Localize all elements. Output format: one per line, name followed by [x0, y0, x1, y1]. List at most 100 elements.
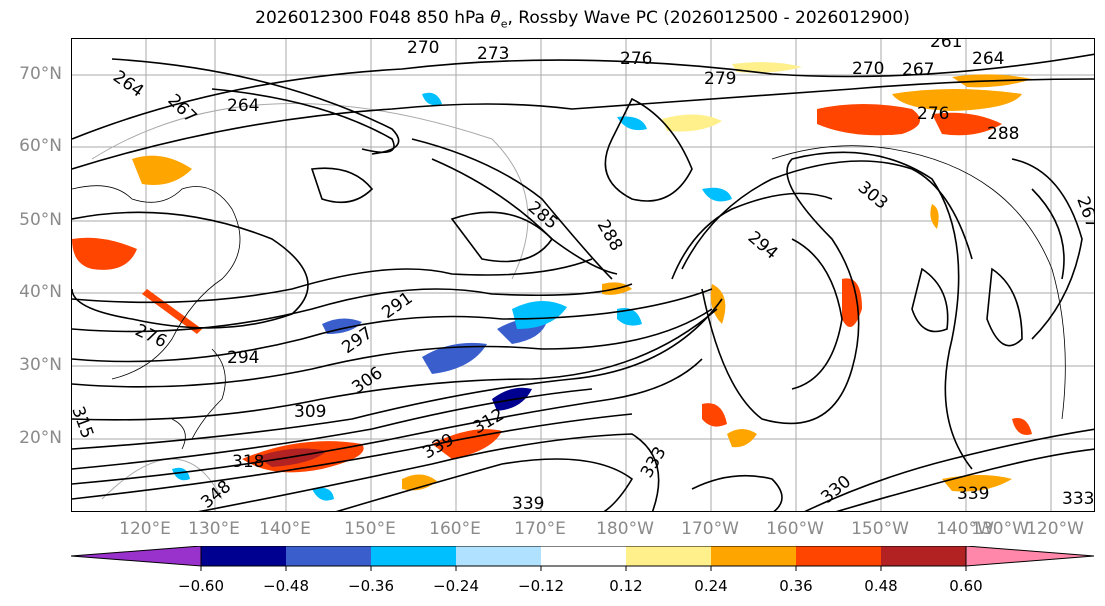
figure-title: 2026012300 F048 850 hPa θe, Rossby Wave …: [0, 8, 1105, 30]
lat-label: 20°N: [19, 428, 62, 448]
contour-label: 276: [620, 49, 652, 69]
lon-label: 140°W: [936, 519, 994, 539]
fill-anomaly: [892, 89, 1022, 111]
fill-anomaly: [422, 92, 442, 106]
fill-anomaly: [432, 429, 502, 459]
colorbar-bin: [201, 546, 286, 566]
lon-label: 120°W: [1026, 519, 1084, 539]
lon-label: 130°W: [971, 519, 1029, 539]
contour-label: 339: [957, 484, 989, 504]
fill-anomaly: [422, 342, 487, 374]
colorbar-bin: [881, 546, 966, 566]
lon-label: 160°E: [429, 519, 481, 539]
fill-anomaly: [72, 237, 137, 270]
contour-label: 267: [1072, 194, 1095, 231]
colorbar-bin: [286, 546, 371, 566]
colorbar-bin: [456, 546, 541, 566]
title-suffix: , Rossby Wave PC (2026012500 - 202601290…: [507, 8, 910, 28]
colorbar-tick-label: −0.48: [263, 577, 309, 595]
contour-label: 270: [407, 39, 439, 58]
colorbar-over-triangle: [965, 546, 1095, 567]
title-theta: θ: [490, 8, 501, 28]
fill-anomaly: [142, 289, 202, 334]
colorbar: [71, 546, 1095, 571]
title-theta-subscript: e: [500, 17, 508, 31]
lon-label: 150°E: [344, 519, 396, 539]
contour-label: 309: [294, 402, 326, 422]
fill-anomaly: [617, 308, 642, 326]
colorbar-tick-label: 0.12: [609, 577, 643, 595]
colorbar-under-triangle: [71, 546, 202, 567]
contour-label: 318: [232, 452, 264, 472]
contour-label: 288: [987, 124, 1019, 144]
contour-label: 267: [163, 90, 200, 127]
fill-anomaly: [702, 187, 732, 202]
fill-anomaly: [662, 114, 722, 132]
lon-label: 150°W: [851, 519, 909, 539]
fill-anomaly: [1012, 418, 1032, 435]
fill-anomaly: [732, 62, 802, 73]
lat-label: 30°N: [19, 355, 62, 375]
contour-label: 339: [512, 494, 544, 512]
contour-label: 333: [637, 443, 671, 481]
contour-label: 261: [930, 39, 962, 52]
contour-label: 288: [593, 217, 627, 255]
fill-anomaly: [312, 487, 334, 501]
colorbar-bin: [541, 546, 626, 566]
colorbar-tick-label: 0.36: [779, 577, 813, 595]
fill-anomaly: [172, 467, 190, 481]
lat-label: 60°N: [19, 136, 62, 156]
fill-anomaly: [702, 403, 727, 427]
contour-label: 279: [704, 69, 736, 89]
title-prefix: 2026012300 F048 850 hPa: [255, 8, 491, 28]
contour-label: 294: [227, 348, 259, 368]
map-canvas: 264 267 264 270 273 276 279 270 267 261 …: [72, 39, 1095, 512]
colorbar-tick-label: −0.24: [433, 577, 479, 595]
fill-anomaly: [842, 278, 862, 327]
colorbar-tick-label: 0.60: [949, 577, 983, 595]
lon-label: 160°W: [766, 519, 824, 539]
colorbar-tick-label: −0.12: [518, 577, 564, 595]
fill-anomaly: [930, 204, 939, 229]
fill-anomaly: [402, 474, 437, 491]
contour-label: 333: [1062, 489, 1094, 509]
contour-label: 276: [917, 104, 949, 124]
contour-label: 294: [744, 228, 782, 264]
fill-anomaly: [942, 475, 1012, 492]
fill-anomaly: [817, 104, 920, 136]
anomaly-fills: [72, 62, 1032, 501]
colorbar-tick-label: 0.48: [864, 577, 898, 595]
contour-label: 264: [972, 49, 1004, 69]
lon-label: 170°W: [681, 519, 739, 539]
lon-label: 170°E: [514, 519, 566, 539]
contour-label: 303: [854, 178, 892, 214]
fill-anomaly: [727, 429, 757, 448]
lat-label: 70°N: [19, 64, 62, 84]
colorbar-tick-label: 0.24: [694, 577, 728, 595]
colorbar-tick-label: −0.36: [348, 577, 394, 595]
lat-label: 50°N: [19, 210, 62, 230]
contour-label: 270: [852, 59, 884, 79]
colorbar-bin: [371, 546, 456, 566]
contour-label: 267: [902, 60, 934, 80]
contour-label: 264: [227, 96, 259, 116]
contour-label: 315: [72, 404, 97, 441]
colorbar-bin: [711, 546, 796, 566]
colorbar-bin: [796, 546, 881, 566]
fill-anomaly: [132, 155, 192, 185]
contour-label: 273: [477, 44, 509, 64]
contour-label: 264: [109, 67, 147, 102]
coastlines: [72, 145, 1066, 450]
colorbar-bin: [626, 546, 711, 566]
fill-anomaly: [617, 116, 647, 131]
colorbar-tick-label: −0.60: [178, 577, 224, 595]
fill-anomaly: [932, 112, 1002, 136]
lon-label: 130°E: [188, 519, 240, 539]
contour-label: 285: [524, 198, 562, 234]
lat-label: 40°N: [19, 282, 62, 302]
lon-label: 180°W: [596, 519, 654, 539]
lon-label: 140°E: [259, 519, 311, 539]
lon-label: 120°E: [119, 519, 171, 539]
map-panel: 264 267 264 270 273 276 279 270 267 261 …: [71, 38, 1095, 512]
fill-anomaly: [512, 300, 567, 329]
